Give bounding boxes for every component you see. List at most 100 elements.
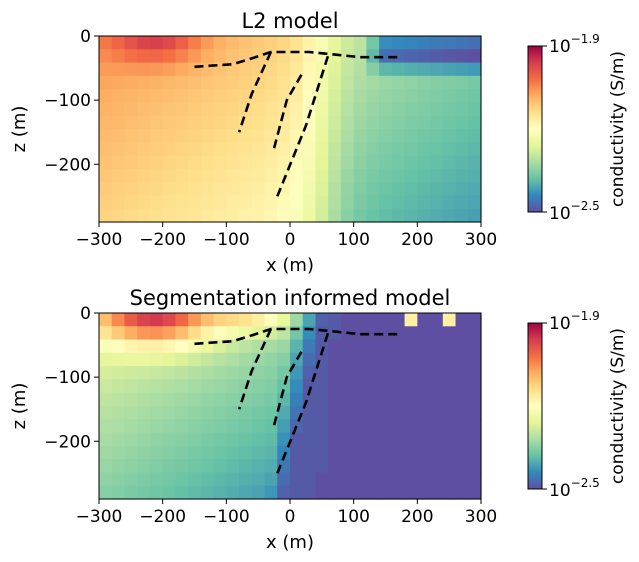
- heatmap-cell: [430, 326, 444, 341]
- heatmap-cell: [328, 379, 342, 394]
- heatmap-cell: [137, 115, 151, 130]
- heatmap-cell: [226, 472, 240, 487]
- heatmap-cell: [213, 366, 227, 381]
- heatmap-cell: [417, 445, 431, 460]
- heatmap-cell: [328, 168, 342, 183]
- heatmap-cell: [366, 392, 380, 407]
- heatmap-cell: [200, 75, 215, 90]
- heatmap-cell: [277, 445, 291, 460]
- heatmap-cell: [468, 326, 482, 341]
- heatmap-cell: [340, 313, 355, 327]
- heatmap-cell: [239, 75, 253, 90]
- heatmap-cell: [302, 485, 317, 500]
- heatmap-cell: [379, 379, 393, 394]
- heatmap-cell: [111, 62, 126, 77]
- heatmap-cell: [328, 419, 342, 434]
- heatmap-cell: [366, 89, 380, 104]
- x-tick-label: −200: [139, 507, 186, 527]
- heatmap-cell: [162, 62, 176, 77]
- heatmap-cell: [239, 155, 253, 170]
- heatmap-cell: [468, 115, 482, 130]
- heatmap-cell: [213, 182, 227, 197]
- heatmap-cell: [277, 459, 291, 474]
- heatmap-cell: [99, 379, 113, 394]
- heatmap-cell: [290, 89, 304, 104]
- heatmap-cell: [200, 102, 215, 117]
- heatmap-cell: [175, 366, 189, 381]
- heatmap-cell: [239, 366, 253, 381]
- heatmap-cell: [175, 352, 189, 367]
- heatmap-cell: [455, 142, 469, 157]
- heatmap-cell: [213, 102, 227, 117]
- y-axis-ticks: 0 −100 −200: [44, 304, 99, 452]
- heatmap-cell: [149, 326, 164, 341]
- heatmap-cell: [149, 49, 164, 64]
- heatmap-cell: [468, 182, 482, 197]
- colorbar-top-label: 10−1.9: [549, 309, 600, 334]
- heatmap-cell: [149, 129, 164, 143]
- heatmap-cell: [328, 89, 342, 104]
- heatmap-cell: [391, 392, 406, 407]
- heatmap-cell: [391, 339, 406, 354]
- heatmap-cell: [353, 313, 367, 327]
- heatmap-cell: [442, 419, 457, 434]
- heatmap-cell: [162, 142, 176, 157]
- colorbar-top-exp: −1.9: [571, 309, 600, 323]
- heatmap-cell: [99, 459, 113, 474]
- heatmap-cell: [468, 472, 482, 487]
- heatmap-cell: [328, 472, 342, 487]
- heatmap-cell: [455, 75, 469, 90]
- heatmap-cell: [315, 392, 329, 407]
- heatmap-cell: [315, 142, 329, 157]
- heatmap-cell: [366, 102, 380, 117]
- heatmap-cell: [200, 115, 215, 130]
- heatmap-cell: [379, 366, 393, 381]
- heatmap-cell: [340, 366, 355, 381]
- heatmap-cell: [468, 379, 482, 394]
- heatmap-cell: [366, 459, 380, 474]
- heatmap-cell: [200, 406, 215, 420]
- y-tick-label: 0: [80, 27, 91, 47]
- heatmap-cell: [353, 485, 367, 500]
- heatmap-cell: [328, 406, 342, 420]
- heatmap-cell: [124, 432, 138, 447]
- heatmap-cell: [162, 115, 176, 130]
- heatmap-cell: [99, 102, 113, 117]
- heatmap-cell: [404, 472, 418, 487]
- heatmap-cell: [455, 195, 469, 210]
- heatmap-cell: [442, 459, 457, 474]
- x-axis-ticks: −300 −200 −100 0 100 200 300: [76, 222, 497, 250]
- heatmap-cell: [162, 75, 176, 90]
- heatmap-cell: [239, 49, 253, 64]
- heatmap-cell: [226, 445, 240, 460]
- heatmap-cell: [213, 208, 227, 223]
- heatmap-cell: [200, 392, 215, 407]
- heatmap-cell: [188, 129, 202, 143]
- heatmap-cell: [468, 102, 482, 117]
- heatmap-cell: [315, 115, 329, 130]
- heatmap-cell: [213, 326, 227, 341]
- heatmap-cell: [442, 49, 457, 64]
- heatmap-cell: [328, 36, 342, 50]
- heatmap-cell: [137, 49, 151, 64]
- heatmap-cell: [175, 168, 189, 183]
- x-tick-label: 200: [401, 507, 433, 527]
- colorbar-label: conductivity (S/m): [608, 328, 628, 484]
- heatmap-cell: [99, 208, 113, 223]
- dashed-line-3: [272, 348, 304, 426]
- heatmap-cell: [353, 62, 367, 77]
- heatmap-cell: [124, 472, 138, 487]
- heatmap-cell: [353, 432, 367, 447]
- heatmap-cell: [340, 208, 355, 223]
- heatmap-cell: [430, 406, 444, 420]
- heatmap-cell: [149, 459, 164, 474]
- colorbar-bottom-exp: −2.5: [571, 199, 600, 213]
- heatmap-cell: [226, 352, 240, 367]
- heatmap-cell: [430, 49, 444, 64]
- heatmap-cell: [251, 142, 266, 157]
- heatmap-cell: [251, 195, 266, 210]
- heatmap-cell: [442, 326, 457, 341]
- heatmap-cell: [340, 89, 355, 104]
- heatmap-cell: [430, 445, 444, 460]
- heatmap-cell: [290, 195, 304, 210]
